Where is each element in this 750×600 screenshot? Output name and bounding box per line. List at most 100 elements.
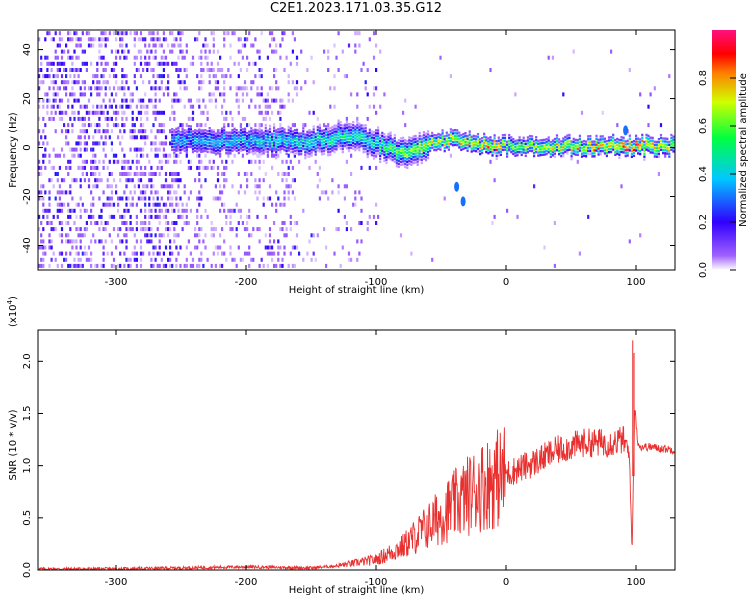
spectrogram-cell bbox=[38, 74, 41, 79]
spectrogram-cell bbox=[431, 137, 434, 141]
spectrogram-cell bbox=[578, 146, 581, 149]
spectrogram-cell bbox=[179, 136, 182, 140]
spectrogram-cell bbox=[345, 227, 348, 232]
spectrogram-cell bbox=[212, 148, 215, 151]
spectrogram-cell bbox=[422, 154, 425, 158]
spectrogram-cell bbox=[52, 92, 55, 97]
spectrogram-cell bbox=[129, 31, 132, 36]
spectrogram-cell bbox=[160, 159, 163, 164]
spectrogram-cell bbox=[65, 74, 68, 79]
spectrogram-cell bbox=[239, 257, 242, 262]
spectrogram-cell bbox=[293, 143, 296, 147]
spectrogram-cell bbox=[214, 196, 217, 201]
spectrogram-cell bbox=[169, 202, 172, 207]
spectrogram-cell bbox=[391, 144, 394, 147]
spectrogram-cell bbox=[219, 196, 222, 201]
spectrogram-cell bbox=[77, 257, 80, 262]
spectrogram-cell bbox=[235, 98, 238, 103]
spectrogram-cell bbox=[583, 139, 586, 143]
spectrogram-cell bbox=[148, 251, 151, 256]
spectrogram-cell bbox=[48, 98, 51, 103]
spectrogram-cell bbox=[399, 151, 403, 155]
spectrogram-cell bbox=[381, 143, 384, 146]
spectrogram-cell bbox=[375, 149, 378, 153]
spectrogram-cell bbox=[221, 136, 224, 139]
spectrogram-cell bbox=[67, 104, 70, 109]
spectrogram-cell bbox=[404, 159, 407, 163]
spectrogram-cell bbox=[564, 147, 567, 150]
spectrogram-cell bbox=[320, 132, 324, 135]
spectrogram-cell bbox=[395, 165, 398, 168]
spectrogram-cell bbox=[63, 61, 66, 66]
spectrogram-cell bbox=[216, 49, 220, 54]
spectrogram-cell bbox=[277, 128, 280, 131]
spectrogram-cell bbox=[595, 146, 598, 149]
spectrogram-cell bbox=[533, 146, 536, 149]
spectrogram-cell bbox=[81, 123, 84, 128]
spectrogram-cell bbox=[639, 138, 642, 141]
spectrogram-cell bbox=[77, 233, 80, 238]
spectrogram-cell bbox=[137, 159, 140, 164]
spectrogram-cell bbox=[191, 136, 195, 139]
spectrogram-cell bbox=[52, 165, 55, 170]
spectrogram-cell bbox=[289, 159, 292, 164]
spectrogram-cell bbox=[616, 149, 619, 152]
spectrogram-cell bbox=[48, 159, 51, 164]
spectrogram-cell bbox=[81, 80, 84, 85]
spectrogram-cell bbox=[312, 140, 315, 143]
spectrogram-cell bbox=[241, 142, 244, 146]
spectrogram-cell bbox=[246, 146, 249, 149]
spectrogram-cell bbox=[160, 123, 163, 128]
spectrogram-cell bbox=[254, 184, 257, 189]
spectrogram-cell bbox=[454, 134, 457, 138]
spectrogram-cell bbox=[179, 145, 182, 149]
spectrogram-cell bbox=[289, 221, 292, 225]
spectrogram-cell bbox=[293, 263, 296, 268]
spectrogram-cell bbox=[508, 142, 511, 146]
spectrogram-cell bbox=[40, 221, 43, 225]
spectrogram-cell bbox=[71, 123, 74, 128]
spectrogram-cell bbox=[119, 251, 122, 256]
spectrogram-cell bbox=[601, 144, 604, 147]
spectrogram-cell bbox=[90, 208, 93, 213]
spectrogram-cell bbox=[395, 150, 398, 153]
spectrogram-cell bbox=[102, 263, 105, 268]
spectrogram-cell bbox=[406, 166, 409, 169]
spectrogram-cell bbox=[258, 133, 261, 136]
spectrogram-cell bbox=[71, 153, 74, 158]
spectrogram-cell bbox=[102, 68, 105, 72]
spectrogram-cell bbox=[127, 86, 130, 91]
spectrogram-cell bbox=[275, 142, 278, 145]
spectrogram-cell bbox=[252, 132, 255, 135]
spectrogram-cell bbox=[420, 152, 423, 156]
spectrogram-cell bbox=[356, 104, 359, 109]
spectrogram-cell bbox=[223, 140, 226, 144]
spectrogram-cell bbox=[237, 172, 240, 176]
spectrogram-cell bbox=[202, 110, 205, 115]
spectrogram-cell bbox=[637, 137, 640, 140]
spectrogram-cell bbox=[102, 80, 105, 85]
spectrogram-cell bbox=[200, 150, 203, 154]
spectrogram-cell bbox=[56, 208, 59, 213]
spectrogram-cell bbox=[208, 127, 211, 130]
spectrogram-cell bbox=[503, 142, 507, 145]
spectrogram-cell bbox=[158, 98, 161, 103]
spectrogram-cell bbox=[46, 208, 49, 213]
spectrogram-cell bbox=[60, 37, 64, 42]
spectrogram-cell bbox=[137, 129, 140, 134]
spectrogram-cell bbox=[108, 159, 111, 164]
spectrogram-cell bbox=[628, 137, 631, 140]
spectrogram-cell bbox=[38, 37, 41, 42]
spectrogram-cell bbox=[603, 143, 606, 146]
spectrogram-cell bbox=[225, 140, 228, 143]
spectrogram-cell bbox=[171, 251, 174, 256]
spectrogram-cell bbox=[229, 143, 232, 146]
spectrogram-cell bbox=[277, 239, 280, 244]
spectrogram-cell bbox=[187, 196, 190, 201]
spectrogram-cell bbox=[102, 165, 105, 170]
spectrogram-cell bbox=[110, 104, 113, 109]
spectrogram-cell bbox=[416, 148, 419, 152]
spectrogram-cell bbox=[277, 131, 280, 134]
spectrogram-cell bbox=[121, 135, 124, 140]
spectrogram-cell bbox=[69, 55, 72, 60]
